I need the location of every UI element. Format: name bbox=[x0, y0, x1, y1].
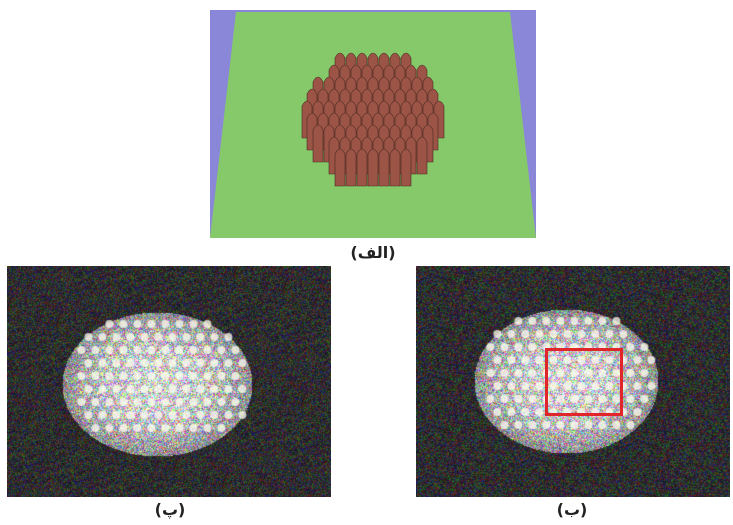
panel-right-image bbox=[416, 266, 730, 497]
pillar bbox=[378, 148, 390, 187]
pillar bbox=[389, 148, 401, 187]
pillar bbox=[400, 148, 412, 187]
pillar-group bbox=[301, 52, 445, 187]
pillar bbox=[345, 148, 357, 187]
noisy-image-left bbox=[7, 266, 331, 497]
pillar-array-render bbox=[210, 10, 536, 238]
caption-alef: (الف) bbox=[350, 243, 396, 262]
panel-left-image bbox=[7, 266, 331, 497]
pillar bbox=[312, 124, 324, 163]
pillar bbox=[416, 136, 428, 175]
pillar bbox=[334, 148, 346, 187]
noisy-image-right bbox=[416, 266, 730, 497]
caption-be: (ب) bbox=[556, 500, 588, 519]
pillar bbox=[367, 148, 379, 187]
panel-3d-render bbox=[210, 10, 536, 238]
caption-pe: (پ) bbox=[154, 500, 186, 519]
highlight-box bbox=[545, 348, 623, 416]
pillar bbox=[356, 148, 368, 187]
